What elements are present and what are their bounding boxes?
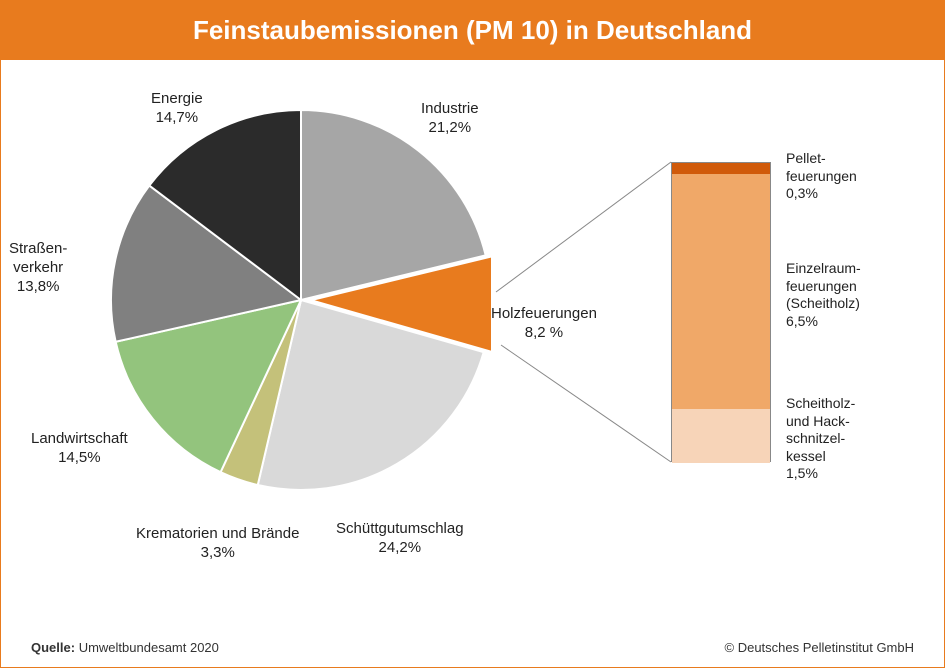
stacked-bar bbox=[671, 162, 771, 462]
pie-label: Straßen-verkehr13,8% bbox=[9, 240, 67, 296]
chart-area: Industrie21,2% Holzfeuerungen8,2 % Schüttg… bbox=[1, 60, 944, 615]
pie-label: Landwirtschaft14,5% bbox=[31, 430, 128, 468]
chart-title: Feinstaubemissionen (PM 10) in Deutschla… bbox=[1, 1, 944, 60]
chart-container: Feinstaubemissionen (PM 10) in Deutschla… bbox=[0, 0, 945, 668]
bar-segment bbox=[672, 174, 770, 409]
source: Quelle: Umweltbundesamt 2020 bbox=[31, 640, 219, 655]
pie-label: Schüttgutumschlag24,2% bbox=[336, 520, 464, 558]
source-label: Quelle: bbox=[31, 640, 75, 655]
bar-label: Pellet-feuerungen0,3% bbox=[786, 150, 926, 203]
source-text: Umweltbundesamt 2020 bbox=[79, 640, 219, 655]
copyright: © Deutsches Pelletinstitut GmbH bbox=[725, 640, 914, 655]
bar-label: Scheitholz-und Hack-schnitzel-kessel1,5% bbox=[786, 395, 926, 483]
bar-label: Einzelraum-feuerungen(Scheitholz)6,5% bbox=[786, 260, 926, 330]
bar-segment bbox=[672, 163, 770, 174]
pie-label: Holzfeuerungen8,2 % bbox=[491, 305, 597, 343]
bar-segment bbox=[672, 409, 770, 463]
pie-label: Krematorien und Brände3,3% bbox=[136, 525, 299, 563]
pie-chart bbox=[111, 110, 491, 490]
pie-label: Industrie21,2% bbox=[421, 100, 479, 138]
pie-label: Energie14,7% bbox=[151, 90, 203, 128]
footer: Quelle: Umweltbundesamt 2020 © Deutsches… bbox=[31, 640, 914, 655]
